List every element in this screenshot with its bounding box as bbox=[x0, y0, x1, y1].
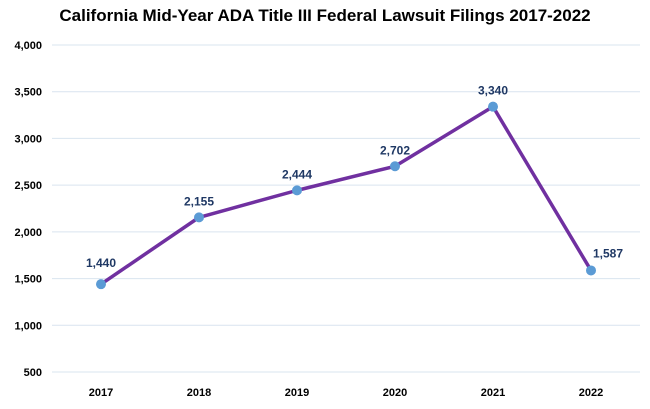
series-line-layer bbox=[100, 104, 593, 286]
data-label: 3,340 bbox=[478, 84, 508, 98]
data-point bbox=[96, 279, 106, 290]
data-label: 1,440 bbox=[86, 256, 116, 270]
grid-lines bbox=[52, 44, 640, 373]
data-label: 2,702 bbox=[380, 143, 410, 157]
data-point bbox=[488, 101, 498, 112]
y-axis-ticks: 500 1,000 1,500 2,000 2,500 3,000 3,500 4,000 bbox=[14, 40, 42, 379]
data-points bbox=[96, 101, 596, 290]
x-tick-label: 2021 bbox=[481, 387, 505, 399]
y-tick-label: 2,500 bbox=[14, 180, 42, 192]
x-tick-label: 2018 bbox=[187, 387, 211, 399]
data-label: 2,444 bbox=[282, 167, 312, 181]
x-tick-label: 2022 bbox=[579, 387, 603, 399]
data-point bbox=[390, 161, 400, 172]
x-tick-label: 2020 bbox=[383, 387, 407, 399]
data-label: 1,587 bbox=[593, 246, 623, 260]
data-point bbox=[292, 185, 302, 196]
chart-title: California Mid-Year ADA Title III Federa… bbox=[59, 6, 591, 25]
y-tick-label: 3,500 bbox=[14, 87, 42, 99]
x-tick-label: 2019 bbox=[285, 387, 309, 399]
x-axis-ticks: 2017 2018 2019 2020 2021 2022 bbox=[89, 387, 603, 399]
y-tick-label: 1,000 bbox=[14, 320, 42, 332]
data-point bbox=[194, 212, 204, 223]
y-tick-label: 1,500 bbox=[14, 274, 42, 286]
y-tick-label: 4,000 bbox=[14, 40, 42, 52]
y-tick-label: 3,000 bbox=[14, 133, 42, 145]
y-tick-label: 500 bbox=[24, 367, 42, 379]
data-labels: 1,440 2,155 2,444 2,702 3,340 1,587 bbox=[86, 84, 623, 271]
series-line bbox=[100, 104, 593, 286]
data-label: 2,155 bbox=[184, 194, 214, 208]
x-tick-label: 2017 bbox=[89, 387, 113, 399]
y-tick-label: 2,000 bbox=[14, 227, 42, 239]
data-point bbox=[586, 265, 596, 276]
